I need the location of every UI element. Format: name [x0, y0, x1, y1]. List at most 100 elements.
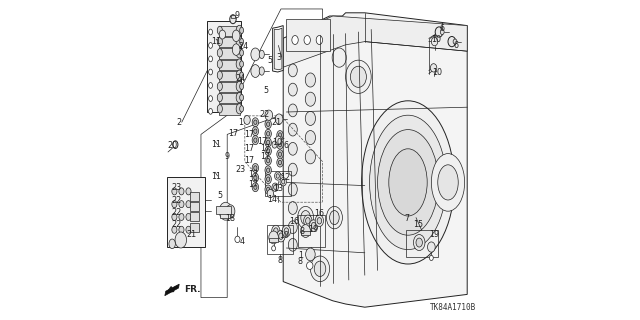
Text: 21: 21 — [272, 118, 282, 127]
Text: 9: 9 — [235, 11, 240, 20]
Bar — [220, 213, 230, 218]
Ellipse shape — [316, 36, 323, 44]
Text: 2: 2 — [176, 118, 181, 127]
Ellipse shape — [172, 213, 177, 220]
Ellipse shape — [209, 83, 212, 88]
Ellipse shape — [272, 141, 277, 148]
Bar — [219, 60, 240, 70]
Text: 4: 4 — [240, 237, 245, 246]
Ellipse shape — [378, 130, 438, 235]
Ellipse shape — [267, 140, 270, 145]
Text: 8: 8 — [300, 227, 305, 236]
Ellipse shape — [448, 36, 456, 47]
Bar — [189, 212, 200, 221]
Bar — [219, 71, 240, 81]
Ellipse shape — [209, 29, 212, 35]
Text: 19: 19 — [279, 231, 289, 240]
Text: 6: 6 — [453, 41, 458, 50]
Ellipse shape — [252, 127, 259, 136]
Ellipse shape — [314, 261, 326, 276]
Polygon shape — [165, 284, 179, 296]
Ellipse shape — [438, 165, 458, 200]
Ellipse shape — [428, 242, 435, 252]
Ellipse shape — [278, 160, 282, 165]
Ellipse shape — [288, 202, 297, 214]
Ellipse shape — [236, 104, 243, 114]
Ellipse shape — [440, 29, 444, 35]
Ellipse shape — [254, 129, 257, 133]
Text: 8: 8 — [278, 256, 282, 265]
Ellipse shape — [267, 187, 270, 192]
Ellipse shape — [186, 201, 191, 208]
Ellipse shape — [288, 123, 297, 136]
Bar — [189, 223, 200, 232]
Ellipse shape — [173, 141, 178, 148]
Bar — [219, 93, 240, 103]
Text: 3: 3 — [276, 53, 282, 62]
Ellipse shape — [305, 92, 316, 106]
Ellipse shape — [240, 50, 243, 56]
Ellipse shape — [267, 177, 270, 181]
Ellipse shape — [186, 188, 191, 195]
Polygon shape — [275, 28, 282, 70]
Ellipse shape — [236, 59, 243, 69]
Ellipse shape — [312, 222, 316, 229]
Ellipse shape — [240, 38, 243, 45]
Ellipse shape — [232, 44, 240, 55]
Ellipse shape — [240, 61, 243, 67]
Ellipse shape — [305, 150, 316, 164]
Ellipse shape — [431, 37, 438, 46]
Ellipse shape — [265, 129, 271, 138]
Ellipse shape — [306, 218, 310, 224]
Text: 16: 16 — [289, 217, 300, 226]
Ellipse shape — [277, 131, 283, 140]
Ellipse shape — [288, 142, 297, 155]
Ellipse shape — [288, 64, 297, 77]
Ellipse shape — [179, 213, 184, 220]
Ellipse shape — [276, 174, 280, 178]
Text: 24: 24 — [239, 42, 249, 51]
Ellipse shape — [252, 118, 259, 127]
Ellipse shape — [275, 136, 282, 144]
Bar — [287, 19, 330, 51]
Text: 19: 19 — [429, 230, 440, 239]
Bar — [189, 192, 200, 201]
Text: 14: 14 — [267, 195, 277, 204]
Ellipse shape — [259, 50, 264, 59]
Ellipse shape — [218, 105, 223, 113]
Text: 20: 20 — [167, 141, 177, 150]
Ellipse shape — [254, 185, 257, 189]
Ellipse shape — [362, 101, 454, 264]
Text: 22: 22 — [172, 208, 182, 217]
Ellipse shape — [209, 69, 212, 75]
Ellipse shape — [317, 218, 322, 224]
Ellipse shape — [251, 65, 260, 77]
Ellipse shape — [279, 233, 284, 239]
Ellipse shape — [254, 175, 257, 180]
Ellipse shape — [282, 180, 285, 184]
Ellipse shape — [304, 215, 312, 227]
Text: 17: 17 — [244, 144, 254, 153]
Ellipse shape — [265, 120, 271, 129]
Ellipse shape — [453, 39, 457, 44]
Ellipse shape — [240, 94, 243, 101]
Bar — [189, 202, 200, 211]
Bar — [207, 21, 241, 112]
Bar — [301, 231, 310, 235]
Text: 10: 10 — [432, 68, 442, 76]
Ellipse shape — [218, 49, 223, 57]
Ellipse shape — [254, 120, 257, 124]
Ellipse shape — [277, 230, 285, 242]
Ellipse shape — [172, 201, 177, 208]
Ellipse shape — [186, 226, 191, 233]
Ellipse shape — [389, 149, 428, 216]
Ellipse shape — [236, 81, 243, 92]
Ellipse shape — [209, 96, 212, 101]
Text: 5: 5 — [268, 56, 273, 65]
Ellipse shape — [240, 106, 243, 112]
Ellipse shape — [416, 238, 422, 247]
Text: 10: 10 — [272, 138, 282, 147]
Ellipse shape — [240, 72, 243, 78]
Ellipse shape — [172, 188, 177, 195]
Text: 6: 6 — [439, 24, 444, 33]
